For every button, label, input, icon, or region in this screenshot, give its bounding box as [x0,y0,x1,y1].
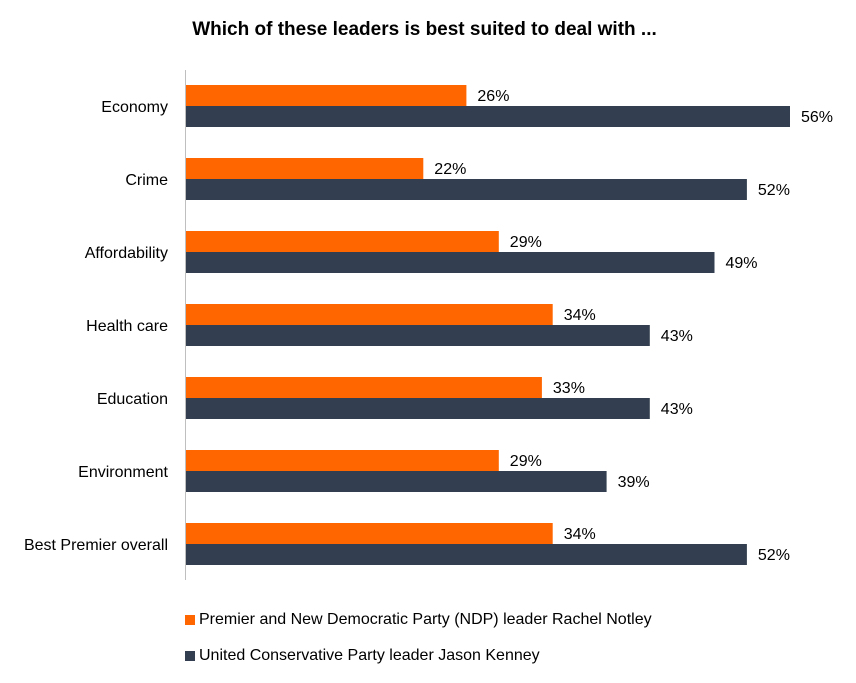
bar-series-1 [186,158,424,179]
legend-swatch-series-1 [185,615,195,625]
data-label-series-1: 29% [510,453,542,470]
bar-series-2 [186,471,607,492]
bar-series-2 [186,252,715,273]
bar-series-1 [186,231,499,252]
bar-series-2 [186,325,650,346]
category-label: Environment [78,464,168,481]
bar-series-1 [186,304,553,325]
data-label-series-2: 56% [801,109,833,126]
data-label-series-1: 26% [477,88,509,105]
data-label-series-2: 49% [726,255,758,272]
bar-series-1 [186,85,467,106]
bar-series-2 [186,106,790,127]
category-label: Crime [125,172,168,189]
bar-series-2 [186,544,747,565]
bar-series-1 [186,523,553,544]
category-label: Affordability [85,245,168,262]
data-label-series-1: 34% [564,307,596,324]
legend-label-series-1: Premier and New Democratic Party (NDP) l… [199,611,652,628]
legend-label-series-2: United Conservative Party leader Jason K… [199,647,540,664]
data-label-series-2: 52% [758,182,790,199]
bar-series-1 [186,377,542,398]
category-label: Best Premier overall [24,537,168,554]
chart-title: Which of these leaders is best suited to… [192,19,657,40]
data-label-series-1: 33% [553,380,585,397]
data-label-series-1: 34% [564,526,596,543]
legend-swatch-series-2 [185,651,195,661]
data-label-series-1: 29% [510,234,542,251]
data-label-series-2: 39% [618,474,650,491]
legend: Premier and New Democratic Party (NDP) l… [185,610,652,682]
category-label: Economy [101,99,168,116]
bar-series-2 [186,398,650,419]
data-label-series-2: 52% [758,547,790,564]
data-label-series-2: 43% [661,401,693,418]
bar-series-1 [186,450,499,471]
legend-item-series-2: United Conservative Party leader Jason K… [185,646,652,666]
category-label: Health care [86,318,168,335]
data-label-series-1: 22% [434,161,466,178]
legend-item-series-1: Premier and New Democratic Party (NDP) l… [185,610,652,630]
category-label: Education [97,391,168,408]
bar-series-2 [186,179,747,200]
data-label-series-2: 43% [661,328,693,345]
